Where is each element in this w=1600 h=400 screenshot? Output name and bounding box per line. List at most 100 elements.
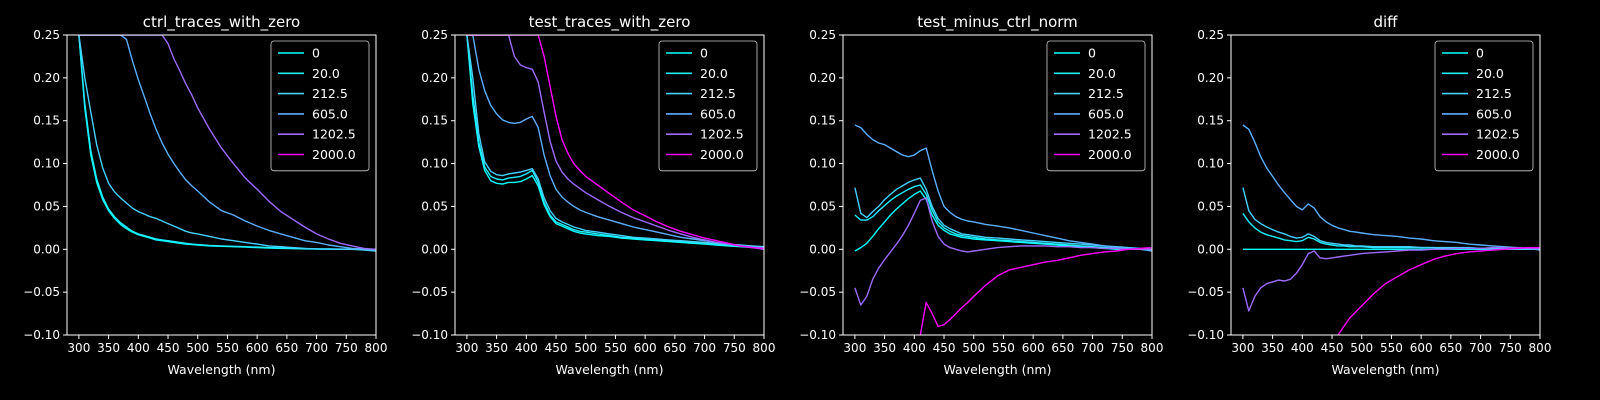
series-line-212-5: [78, 35, 376, 252]
y-tick-label: −0.05: [411, 285, 448, 299]
y-tick-label: 0.00: [809, 242, 836, 256]
x-tick-label: 700: [305, 341, 328, 355]
plot-frame: [454, 34, 765, 336]
y-tick-label: 0.05: [33, 199, 60, 213]
series-line-20-0: [854, 184, 1152, 250]
legend-label: 2000.0: [312, 147, 356, 162]
x-tick-label: 650: [275, 341, 298, 355]
series-line-212-5: [854, 177, 1152, 250]
series-line-0: [854, 190, 1152, 252]
y-tick-label: 0.00: [33, 242, 60, 256]
x-tick-label: 550: [992, 341, 1015, 355]
legend: 0 20.0 212.5 605.0 1202.5 2000.0: [1434, 40, 1534, 172]
x-tick-label: 550: [1380, 341, 1403, 355]
series-line-2000-0: [919, 246, 1152, 335]
plot-frame: [842, 34, 1153, 336]
x-tick-label: 350: [485, 341, 508, 355]
legend-label: 2000.0: [1088, 147, 1132, 162]
y-tick-label: 0.10: [809, 157, 836, 171]
plot-frame: [1230, 34, 1541, 336]
y-tick-label: 0.15: [809, 114, 836, 128]
y-tick-label: 0.20: [421, 71, 448, 85]
legend-label: 20.0: [312, 66, 340, 81]
legend-label: 605.0: [700, 106, 736, 121]
chart-panel-test-traces-with-zero: test_traces_with_zero 300 350 400 450 500 550 6…: [411, 13, 775, 377]
series-line-1202-5: [854, 197, 1152, 306]
y-tick-label: 0.05: [809, 199, 836, 213]
y-tick-label: 0.25: [1197, 28, 1224, 42]
legend-label: 1202.5: [1476, 127, 1520, 142]
legend-label: 2000.0: [700, 147, 744, 162]
series-line-1202-5: [78, 35, 376, 250]
legend: 0 20.0 212.5 605.0 1202.5 2000.0: [1046, 40, 1146, 172]
y-tick-label: −0.05: [23, 285, 60, 299]
y-tick-label: 0.05: [421, 199, 448, 213]
legend-label: 0: [1088, 46, 1096, 61]
x-tick-label: 400: [127, 341, 150, 355]
x-tick-label: 550: [216, 341, 239, 355]
plot-frame: [66, 34, 377, 336]
y-tick-label: 0.25: [33, 28, 60, 42]
x-tick-label: 600: [246, 341, 269, 355]
legend-label: 605.0: [1088, 106, 1124, 121]
chart-panel-ctrl-traces-with-zero: ctrl_traces_with_zero 300 350 400 450 500 550 6…: [23, 13, 387, 377]
series-line-605-0: [854, 124, 1152, 252]
x-axis-label: Wavelength (nm): [1332, 362, 1440, 377]
y-tick-label: −0.05: [799, 285, 836, 299]
legend-label: 212.5: [312, 86, 348, 101]
y-tick-label: −0.10: [23, 328, 60, 342]
x-tick-label: 800: [365, 341, 388, 355]
legend-label: 605.0: [1476, 106, 1512, 121]
x-tick-label: 350: [873, 341, 896, 355]
y-tick-label: 0.15: [1197, 114, 1224, 128]
series-group: [78, 35, 376, 252]
x-axis-label: Wavelength (nm): [556, 362, 664, 377]
x-axis-label: Wavelength (nm): [168, 362, 276, 377]
chart-title: ctrl_traces_with_zero: [143, 13, 300, 32]
legend-label: 1202.5: [1088, 127, 1132, 142]
chart-title: test_traces_with_zero: [529, 13, 691, 32]
x-tick-label: 500: [186, 341, 209, 355]
y-tick-label: 0.20: [1197, 71, 1224, 85]
series-line-1202-5: [466, 35, 764, 250]
y-tick-label: 0.20: [33, 71, 60, 85]
x-tick-label: 750: [1499, 341, 1522, 355]
legend-label: 605.0: [312, 106, 348, 121]
x-tick-label: 400: [903, 341, 926, 355]
series-group: [1242, 124, 1540, 335]
series-line-605-0: [1242, 124, 1540, 251]
legend: 0 20.0 212.5 605.0 1202.5 2000.0: [658, 40, 758, 172]
y-tick-label: 0.15: [421, 114, 448, 128]
series-line-2000-0: [466, 35, 764, 250]
x-tick-label: 400: [515, 341, 538, 355]
x-tick-label: 350: [1261, 341, 1284, 355]
x-tick-label: 300: [67, 341, 90, 355]
series-line-212-5: [466, 35, 764, 248]
legend-label: 20.0: [1088, 66, 1116, 81]
x-tick-label: 600: [634, 341, 657, 355]
x-tick-label: 450: [545, 341, 568, 355]
y-tick-label: −0.10: [799, 328, 836, 342]
x-tick-label: 500: [962, 341, 985, 355]
legend-label: 212.5: [1476, 86, 1512, 101]
x-tick-label: 600: [1410, 341, 1433, 355]
y-tick-label: 0.25: [809, 28, 836, 42]
y-tick-label: 0.20: [809, 71, 836, 85]
series-line-2000-0: [1337, 246, 1540, 335]
series-line-605-0: [466, 35, 764, 249]
x-tick-label: 800: [753, 341, 776, 355]
y-tick-label: 0.25: [421, 28, 448, 42]
x-axis-label: Wavelength (nm): [944, 362, 1052, 377]
x-tick-label: 300: [1231, 341, 1254, 355]
series-line-605-0: [78, 35, 376, 250]
y-tick-label: −0.10: [1187, 328, 1224, 342]
y-tick-label: 0.05: [1197, 199, 1224, 213]
x-tick-label: 300: [843, 341, 866, 355]
y-tick-label: 0.10: [421, 157, 448, 171]
x-tick-label: 500: [1350, 341, 1373, 355]
x-tick-label: 650: [1051, 341, 1074, 355]
x-tick-label: 700: [1081, 341, 1104, 355]
legend: 0 20.0 212.5 605.0 1202.5 2000.0: [270, 40, 370, 172]
x-tick-label: 650: [663, 341, 686, 355]
